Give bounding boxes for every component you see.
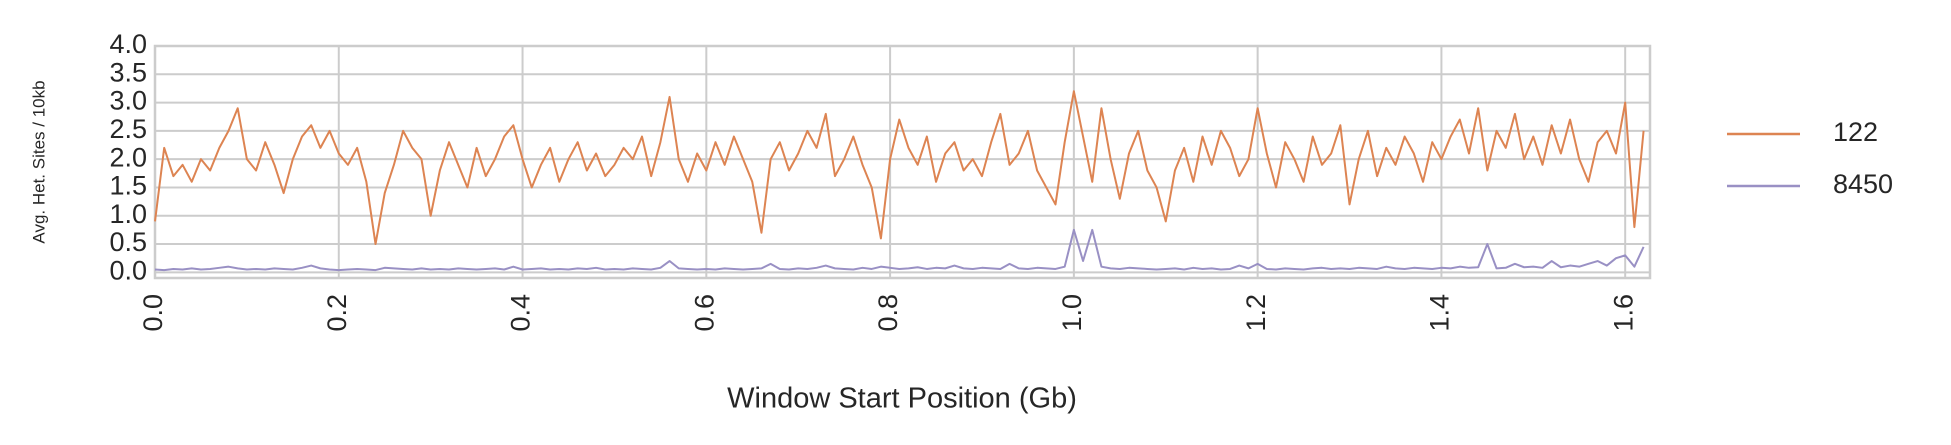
y-axis-label: Avg. Het. Sites / 10kb (29, 80, 48, 243)
y-tick-label: 2.5 (109, 114, 147, 144)
series-line (154, 228, 1645, 272)
legend-label: 8450 (1833, 169, 1893, 199)
y-tick-label: 2.0 (109, 142, 147, 172)
x-tick-label: 0.8 (873, 294, 903, 332)
x-tick-label: 0.0 (138, 294, 168, 332)
x-tick-label: 0.6 (689, 294, 719, 332)
y-tick-label: 3.0 (109, 86, 147, 116)
series-line (154, 90, 1645, 246)
x-tick-label: 0.2 (322, 294, 352, 332)
y-tick-label: 1.5 (109, 171, 147, 201)
legend-label: 122 (1833, 117, 1878, 147)
y-tick-label: 4.0 (109, 29, 147, 59)
y-tick-label: 0.5 (109, 227, 147, 257)
x-tick-label: 1.6 (1608, 294, 1638, 332)
x-tick-label: 1.0 (1057, 294, 1087, 332)
y-tick-label: 3.5 (109, 57, 147, 87)
y-tick-label: 0.0 (109, 255, 147, 285)
y-tick-label: 1.0 (109, 199, 147, 229)
plot-frame (153, 44, 1652, 280)
x-tick-label: 1.4 (1425, 294, 1455, 332)
x-axis-label: Window Start Position (Gb) (727, 383, 1077, 415)
x-tick-label: 0.4 (506, 294, 536, 332)
x-tick-label: 1.2 (1241, 294, 1271, 332)
